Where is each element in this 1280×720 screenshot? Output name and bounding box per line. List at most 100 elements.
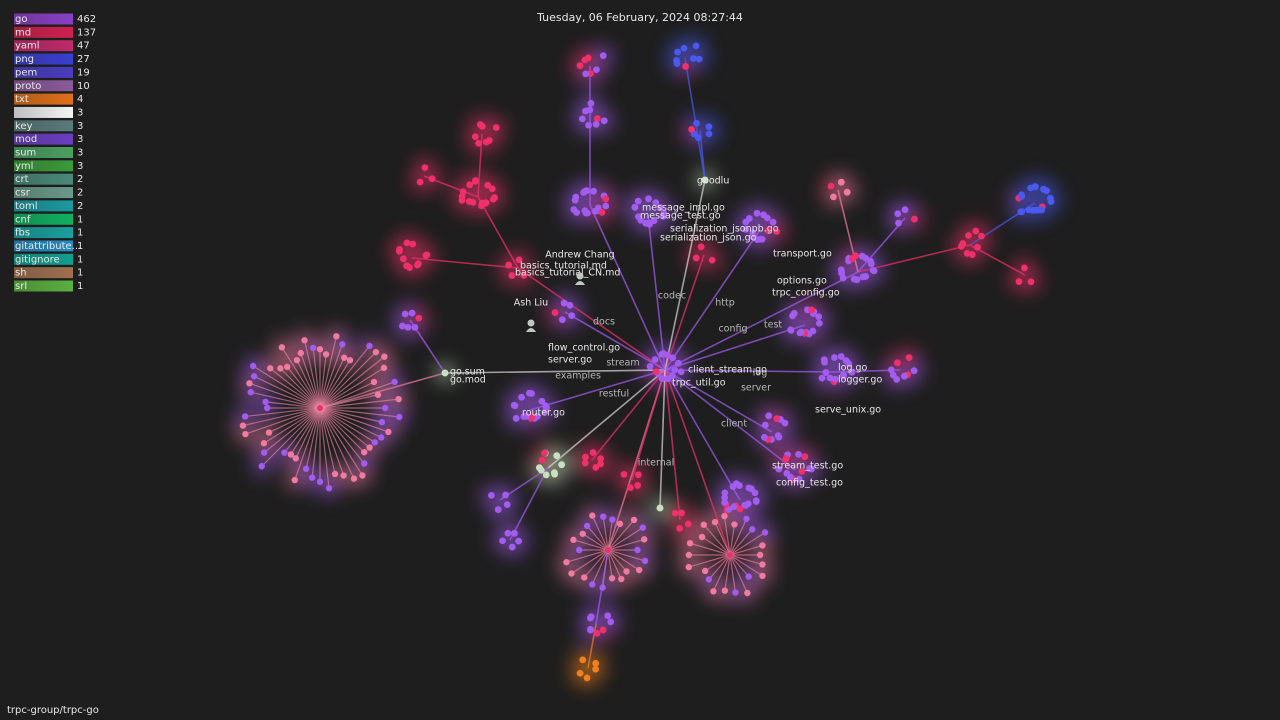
file-node bbox=[634, 482, 642, 489]
file-node bbox=[749, 526, 756, 533]
file-node bbox=[284, 363, 291, 371]
file-node bbox=[761, 421, 769, 429]
file-node bbox=[901, 206, 909, 214]
file-node bbox=[671, 366, 679, 374]
edge bbox=[319, 357, 345, 409]
file-node bbox=[302, 465, 310, 473]
file-node bbox=[579, 656, 587, 664]
file-node bbox=[395, 395, 402, 403]
edge bbox=[607, 549, 613, 579]
edge bbox=[265, 401, 321, 409]
file-node bbox=[765, 412, 773, 420]
edge bbox=[571, 549, 609, 574]
file-label: server.go bbox=[548, 355, 592, 366]
file-node bbox=[905, 354, 913, 362]
edge bbox=[245, 407, 321, 435]
file-node bbox=[673, 56, 680, 64]
file-node bbox=[1018, 193, 1025, 200]
legend-swatch bbox=[14, 133, 73, 145]
file-node bbox=[503, 501, 511, 509]
file-node bbox=[831, 375, 839, 383]
file-node bbox=[558, 461, 566, 469]
legend-name: sh bbox=[15, 268, 27, 279]
file-node bbox=[801, 453, 809, 461]
file-label: serialization_json.go bbox=[660, 233, 757, 244]
edge bbox=[296, 359, 321, 409]
edge bbox=[729, 528, 753, 556]
edge bbox=[295, 407, 321, 459]
file-node bbox=[623, 568, 630, 575]
edge bbox=[607, 549, 622, 580]
edge bbox=[517, 267, 666, 371]
file-node bbox=[316, 478, 324, 485]
legend-swatch bbox=[14, 253, 73, 265]
file-node bbox=[705, 130, 713, 138]
file-node bbox=[965, 232, 972, 239]
edge bbox=[529, 369, 666, 411]
file-node bbox=[578, 115, 586, 123]
file-node bbox=[607, 618, 615, 626]
file-node bbox=[745, 215, 753, 222]
edge bbox=[281, 347, 321, 409]
file-node bbox=[278, 344, 286, 351]
file-node bbox=[322, 351, 330, 358]
file-node bbox=[900, 372, 908, 380]
file-node bbox=[593, 66, 600, 73]
directory-label: http bbox=[715, 298, 735, 309]
file-node bbox=[568, 312, 576, 320]
directory-label: server bbox=[741, 383, 771, 394]
legend-swatch bbox=[14, 26, 73, 38]
file-label: serialization_jsonpb.go bbox=[670, 224, 779, 235]
file-node bbox=[745, 484, 753, 492]
file-node bbox=[505, 261, 513, 269]
file-node bbox=[756, 551, 764, 559]
file-node bbox=[441, 369, 449, 377]
file-node bbox=[775, 433, 783, 441]
edge bbox=[664, 324, 806, 371]
file-node bbox=[415, 314, 423, 322]
file-node bbox=[359, 472, 366, 479]
edge bbox=[444, 369, 666, 374]
file-node bbox=[538, 456, 546, 464]
file-node bbox=[266, 365, 274, 372]
file-node bbox=[894, 210, 902, 218]
edge bbox=[411, 257, 519, 269]
file-node bbox=[608, 575, 616, 582]
file-node bbox=[281, 449, 288, 456]
file-node bbox=[630, 516, 638, 524]
file-node bbox=[705, 576, 713, 583]
file-node bbox=[830, 354, 838, 361]
edge bbox=[319, 381, 375, 409]
edge bbox=[263, 407, 321, 454]
legend-count: 137 bbox=[77, 27, 96, 38]
file-node bbox=[385, 428, 392, 436]
file-node bbox=[677, 368, 685, 376]
file-node bbox=[808, 306, 816, 314]
edge bbox=[319, 407, 330, 489]
legend-count: 2 bbox=[77, 174, 83, 185]
file-node bbox=[725, 505, 733, 513]
legend-name: yml bbox=[15, 161, 33, 172]
file-node bbox=[597, 455, 604, 463]
legend-swatch bbox=[14, 120, 73, 132]
file-node bbox=[843, 188, 851, 196]
file-label: go.mod bbox=[450, 375, 486, 386]
file-node bbox=[862, 254, 870, 262]
legend-name: crt bbox=[15, 174, 29, 185]
legend-swatch bbox=[14, 106, 73, 118]
edge bbox=[294, 407, 321, 481]
legend-name: txt bbox=[15, 94, 29, 105]
file-node bbox=[589, 449, 597, 456]
file-node bbox=[494, 506, 502, 513]
file-node bbox=[262, 398, 269, 406]
file-node bbox=[482, 138, 490, 146]
file-node bbox=[472, 177, 479, 184]
file-node bbox=[566, 301, 574, 309]
edge bbox=[704, 554, 731, 572]
edge bbox=[607, 519, 635, 551]
edge bbox=[729, 531, 766, 556]
file-node bbox=[978, 232, 985, 240]
file-node bbox=[590, 187, 597, 195]
edge bbox=[564, 311, 666, 371]
file-node bbox=[775, 465, 783, 473]
